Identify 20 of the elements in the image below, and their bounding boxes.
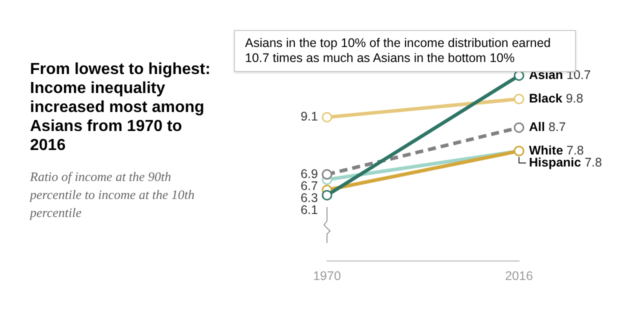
point: [514, 122, 524, 133]
data-label: Black 9.8: [529, 91, 584, 106]
data-label: 9.1: [300, 110, 318, 124]
text: From lowest to highest: Income inequality increased most among Asians from 1970 to 2016: [30, 60, 212, 155]
point: [322, 169, 332, 180]
text: Ratio of income at the 90th percentile to income at the 10th percentile: [30, 168, 196, 222]
data-label: All 8.7: [529, 120, 566, 134]
data-label: 6.7: [300, 178, 318, 193]
point: [322, 112, 332, 122]
x-tick-label: 1970: [313, 268, 341, 283]
x-tick-label: 2016: [505, 268, 533, 283]
annotation: Asians in the top 10% of the income distribution earned 10.7 times as much as Asians in the bottom 10%: [245, 36, 551, 65]
data-label: 6.1: [300, 202, 318, 217]
point: [514, 72, 524, 81]
point: [514, 94, 524, 104]
data-label: 6.9: [300, 166, 318, 181]
point: [322, 190, 332, 200]
data-label: Hispanic 7.8: [529, 155, 602, 170]
data-label: White 7.8: [529, 143, 584, 158]
data-label: 6.3: [300, 190, 318, 205]
